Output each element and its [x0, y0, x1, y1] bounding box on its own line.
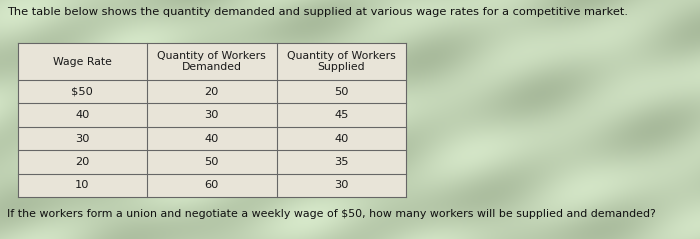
- Text: 20: 20: [204, 87, 219, 97]
- Text: If the workers form a union and negotiate a weekly wage of $50, how many workers: If the workers form a union and negotiat…: [7, 209, 656, 219]
- Text: 10: 10: [75, 180, 90, 190]
- Text: 30: 30: [334, 180, 349, 190]
- Bar: [18, 174, 406, 197]
- Text: 40: 40: [204, 134, 219, 144]
- Text: 20: 20: [75, 157, 90, 167]
- Text: 40: 40: [75, 110, 90, 120]
- Bar: [18, 80, 406, 103]
- Text: 45: 45: [334, 110, 349, 120]
- Bar: [18, 103, 406, 127]
- Bar: [18, 127, 406, 150]
- Text: 60: 60: [204, 180, 219, 190]
- Text: Wage Rate: Wage Rate: [52, 57, 112, 66]
- Text: 30: 30: [204, 110, 219, 120]
- Bar: [18, 43, 406, 80]
- Text: 30: 30: [75, 134, 90, 144]
- Text: 40: 40: [334, 134, 349, 144]
- Text: $50: $50: [71, 87, 93, 97]
- Text: Quantity of Workers
Supplied: Quantity of Workers Supplied: [287, 51, 396, 72]
- Bar: [18, 150, 406, 174]
- Text: The table below shows the quantity demanded and supplied at various wage rates f: The table below shows the quantity deman…: [7, 7, 628, 17]
- Text: 35: 35: [334, 157, 349, 167]
- Text: 50: 50: [334, 87, 349, 97]
- Text: 50: 50: [204, 157, 219, 167]
- Text: Quantity of Workers
Demanded: Quantity of Workers Demanded: [158, 51, 266, 72]
